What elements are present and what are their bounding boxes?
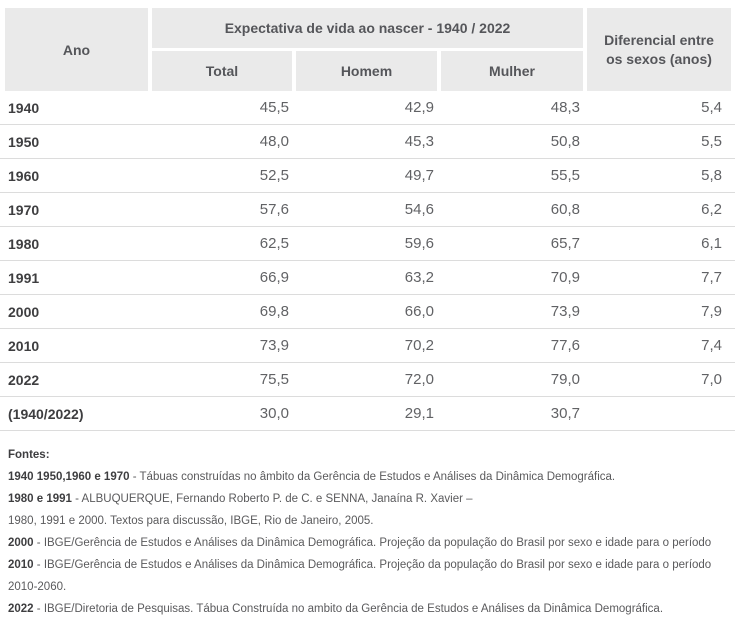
- diferencial-cell: 5,5: [701, 133, 722, 150]
- diferencial-cell: 7,0: [701, 371, 722, 388]
- source-text: - IBGE/Diretoria de Pesquisas. Tábua Con…: [33, 603, 664, 615]
- sources-title: Fontes:: [8, 449, 50, 461]
- year-cell: (1940/2022): [8, 405, 84, 422]
- total-cell: 69,8: [259, 303, 289, 320]
- year-cell: 2010: [8, 337, 40, 354]
- source-years: 1940 1950,1960 e 1970: [8, 471, 130, 483]
- year-cell: 2000: [8, 303, 40, 320]
- source-line: 2010-2060.: [8, 576, 727, 598]
- mulher-cell: 77,6: [550, 337, 580, 354]
- total-cell: 62,5: [259, 235, 289, 252]
- mulher-cell: 50,8: [550, 133, 580, 150]
- mulher-cell: 65,7: [550, 235, 580, 252]
- source-years: 2000: [8, 537, 34, 549]
- table-header: Ano Expectativa de vida ao nascer - 1940…: [5, 8, 731, 91]
- source-line: 1980, 1991 e 2000. Textos para discussão…: [8, 510, 727, 532]
- header-homem: Homem: [296, 51, 437, 91]
- diferencial-cell: 5,8: [701, 167, 722, 184]
- diferencial-cell: 7,9: [701, 303, 722, 320]
- total-cell: 30,0: [259, 405, 289, 422]
- mulher-cell: 55,5: [550, 167, 580, 184]
- table-row: 1940 45,5 42,9 48,3 5,4: [0, 91, 735, 125]
- mulher-cell: 79,0: [550, 371, 580, 388]
- year-cell: 1960: [8, 167, 40, 184]
- header-mulher: Mulher: [441, 51, 583, 91]
- mulher-cell: 30,7: [550, 405, 580, 422]
- total-cell: 73,9: [259, 337, 289, 354]
- total-cell: 52,5: [259, 167, 289, 184]
- table-row: 1980 62,5 59,6 65,7 6,1: [0, 227, 735, 261]
- homem-cell: 42,9: [404, 99, 434, 116]
- homem-cell: 66,0: [404, 303, 434, 320]
- table-row: (1940/2022) 30,0 29,1 30,7: [0, 397, 735, 431]
- year-cell: 1970: [8, 201, 40, 218]
- source-line: 1940 1950,1960 e 1970 - Tábuas construíd…: [8, 466, 727, 488]
- year-cell: 1980: [8, 235, 40, 252]
- total-cell: 45,5: [259, 99, 289, 116]
- year-cell: 1991: [8, 269, 40, 286]
- homem-cell: 70,2: [404, 337, 434, 354]
- mulher-cell: 48,3: [550, 99, 580, 116]
- diferencial-cell: 6,2: [701, 201, 722, 218]
- total-cell: 75,5: [259, 371, 289, 388]
- source-line: 2000 - IBGE/Gerência de Estudos e Anális…: [8, 532, 727, 554]
- source-text: 2010-2060.: [8, 581, 67, 593]
- table-row: 1950 48,0 45,3 50,8 5,5: [0, 125, 735, 159]
- header-ano: Ano: [5, 8, 148, 91]
- source-text: - Tábuas construídas no âmbito da Gerênc…: [129, 471, 616, 483]
- table-row: 2010 73,9 70,2 77,6 7,4: [0, 329, 735, 363]
- homem-cell: 29,1: [404, 405, 434, 422]
- sources-section: Fontes: 1940 1950,1960 e 1970 - Tábuas c…: [0, 431, 735, 620]
- source-years: 2022: [8, 603, 34, 615]
- table-row: 1991 66,9 63,2 70,9 7,7: [0, 261, 735, 295]
- year-cell: 2022: [8, 371, 40, 388]
- mulher-cell: 70,9: [550, 269, 580, 286]
- table-row: 2022 75,5 72,0 79,0 7,0: [0, 363, 735, 397]
- diferencial-cell: 5,4: [701, 99, 722, 116]
- source-line: 1980 e 1991 - ALBUQUERQUE, Fernando Robe…: [8, 488, 727, 510]
- source-years: 2010: [8, 559, 34, 571]
- mulher-cell: 60,8: [550, 201, 580, 218]
- mulher-cell: 73,9: [550, 303, 580, 320]
- diferencial-cell: 7,7: [701, 269, 722, 286]
- source-text: 1980, 1991 e 2000. Textos para discussão…: [8, 515, 374, 527]
- table-row: 1970 57,6 54,6 60,8 6,2: [0, 193, 735, 227]
- table-body: 1940 45,5 42,9 48,3 5,4 1950 48,0 45,3 5…: [0, 91, 735, 431]
- header-group-title: Expectativa de vida ao nascer - 1940 / 2…: [152, 8, 583, 48]
- source-line: 2022 - IBGE/Diretoria de Pesquisas. Tábu…: [8, 598, 727, 620]
- header-diferencial: Diferencial entre os sexos (anos): [587, 8, 731, 91]
- table-row: 1960 52,5 49,7 55,5 5,8: [0, 159, 735, 193]
- year-cell: 1950: [8, 133, 40, 150]
- header-total: Total: [152, 51, 292, 91]
- source-text: - ALBUQUERQUE, Fernando Roberto P. de C.…: [71, 493, 473, 505]
- source-text: - IBGE/Gerência de Estudos e Análises da…: [33, 537, 712, 549]
- homem-cell: 45,3: [404, 133, 434, 150]
- total-cell: 57,6: [259, 201, 289, 218]
- source-years: 1980 e 1991: [8, 493, 72, 505]
- table-row: 2000 69,8 66,0 73,9 7,9: [0, 295, 735, 329]
- source-text: - IBGE/Gerência de Estudos e Análises da…: [33, 559, 712, 571]
- total-cell: 66,9: [259, 269, 289, 286]
- homem-cell: 59,6: [404, 235, 434, 252]
- total-cell: 48,0: [259, 133, 289, 150]
- homem-cell: 63,2: [404, 269, 434, 286]
- source-line: 2010 - IBGE/Gerência de Estudos e Anális…: [8, 554, 727, 576]
- homem-cell: 72,0: [404, 371, 434, 388]
- homem-cell: 54,6: [404, 201, 434, 218]
- diferencial-cell: 7,4: [701, 337, 722, 354]
- year-cell: 1940: [8, 99, 40, 116]
- homem-cell: 49,7: [404, 167, 434, 184]
- diferencial-cell: 6,1: [701, 235, 722, 252]
